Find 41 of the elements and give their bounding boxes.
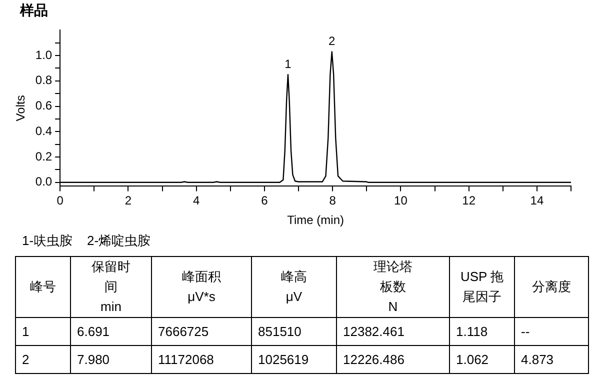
- text: 7666725: [158, 322, 209, 340]
- y-tick-label: 0.6: [35, 98, 52, 113]
- text: 851510: [258, 322, 302, 340]
- x-tick-label: 10: [394, 194, 408, 208]
- text: 1: [22, 322, 30, 340]
- x-tick-label: 4: [192, 194, 200, 208]
- text: 保留时间 min: [90, 258, 132, 316]
- y-tick-label: 0.2: [35, 149, 52, 164]
- x-axis-title: Time (min): [287, 213, 344, 228]
- text: --: [521, 322, 530, 340]
- text: 12226.486: [343, 350, 404, 368]
- x-tick-label: 0: [56, 194, 64, 208]
- text: 7.980: [77, 350, 110, 368]
- annotation: 2: [328, 34, 336, 48]
- text: 峰号: [30, 278, 56, 296]
- y-axis-title: Volts: [14, 95, 28, 122]
- chart-title: 样品: [18, 1, 49, 20]
- text: 1.118: [456, 322, 488, 340]
- text: 4.873: [521, 350, 554, 368]
- y-tick-label: 1.0: [35, 48, 52, 62]
- y-tick-label: 0.8: [35, 73, 52, 88]
- text: USP 拖尾因子: [459, 268, 505, 306]
- text: 分离度: [532, 278, 571, 296]
- text: 11172068: [158, 350, 214, 368]
- x-tick-label: 12: [462, 194, 476, 208]
- x-tick-label: 2: [124, 194, 132, 208]
- x-tick-label: 6: [261, 194, 268, 208]
- text: 2: [22, 350, 30, 368]
- text: 1.062: [456, 350, 489, 368]
- text: 6.691: [77, 322, 110, 340]
- text: 1025619: [258, 350, 309, 368]
- text: 峰面积 μV*s: [182, 268, 221, 306]
- x-tick-label: 14: [530, 194, 544, 208]
- y-tick-label: 0.4: [35, 124, 52, 138]
- text: 峰高 μV: [281, 268, 307, 306]
- y-tick-label: 0.0: [35, 174, 52, 189]
- x-tick-label: 8: [329, 194, 336, 208]
- text: 1-呋虫胺 2-烯啶虫胺: [21, 232, 152, 250]
- text: 12382.461: [343, 322, 404, 340]
- annotation: 1: [284, 56, 292, 71]
- text: 理论塔板数 N: [372, 258, 414, 316]
